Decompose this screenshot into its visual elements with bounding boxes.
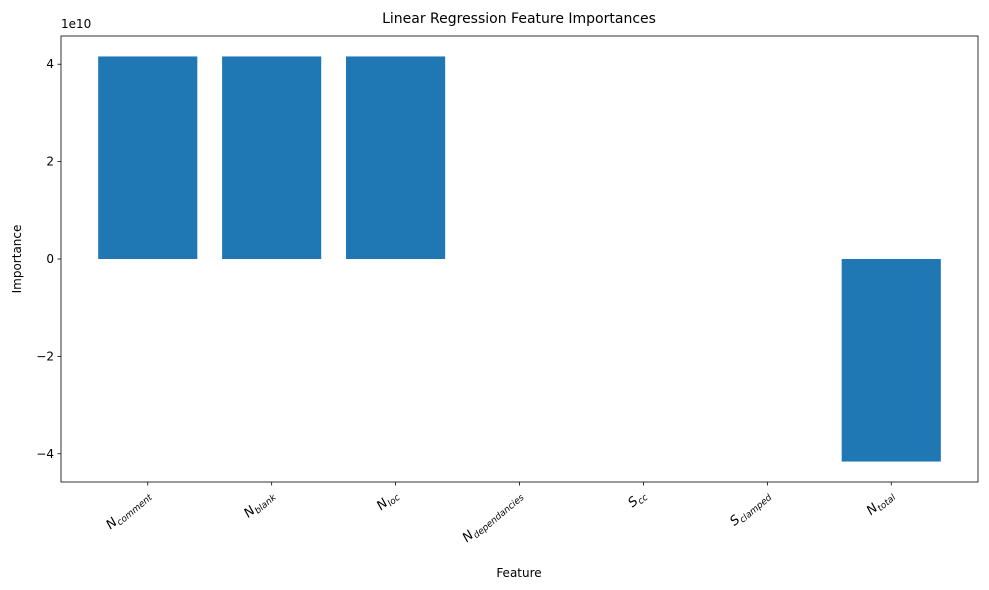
y-tick-label: 4 [46, 57, 54, 71]
chart-title: Linear Regression Feature Importances [382, 11, 656, 27]
y-tick-label: −4 [36, 447, 54, 461]
x-tick-label-loc: Nloc [374, 488, 402, 516]
y-offset-label: 1e10 [61, 17, 91, 31]
x-tick-label-blank: Nblank [241, 487, 279, 523]
x-axis-label: Feature [496, 566, 541, 580]
x-tick-label-cc: Scc [625, 488, 650, 513]
plot-frame [60, 35, 979, 483]
x-tick-label-comment: Ncomment [103, 487, 155, 534]
y-axis: −4 −2 0 2 4 [36, 57, 61, 461]
y-tick-label: 2 [46, 155, 54, 169]
bar-comment [98, 56, 198, 259]
x-tick-label-clamped: Sclamped [727, 487, 774, 530]
x-tick-label-total: Ntotal [864, 487, 899, 520]
x-axis: Ncomment Nblank Nloc Ndependancies Scc Sclamp… [103, 482, 899, 547]
bar-blank [222, 56, 322, 259]
bars-group [98, 56, 941, 462]
y-tick-label: −2 [36, 349, 54, 363]
y-axis-label: Importance [10, 225, 24, 294]
y-tick-label: 0 [46, 252, 54, 266]
bar-loc [346, 56, 446, 259]
x-tick-label-dependancies: Ndependancies [460, 487, 527, 547]
bar-total [841, 259, 941, 462]
